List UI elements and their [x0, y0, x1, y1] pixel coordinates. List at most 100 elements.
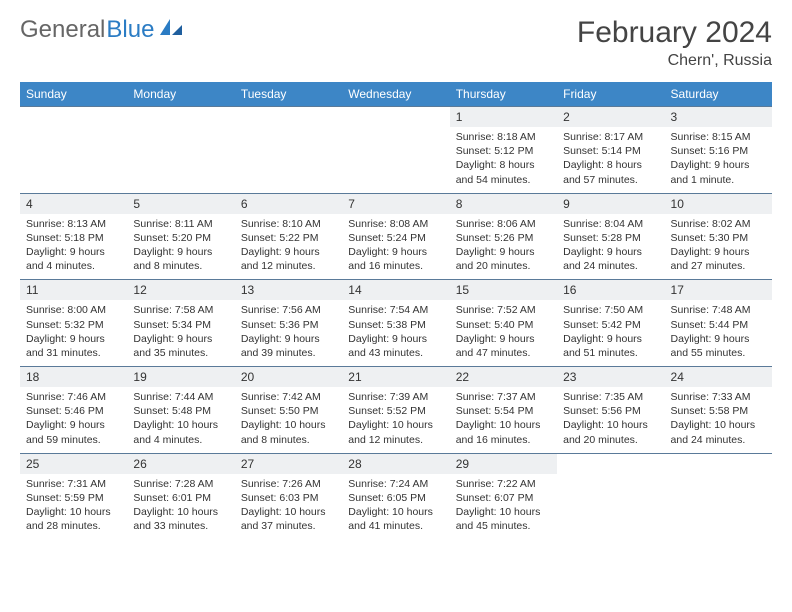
sunrise: Sunrise: 8:00 AM	[26, 303, 121, 317]
day-content: Sunrise: 7:24 AMSunset: 6:05 PMDaylight:…	[342, 474, 449, 540]
day-content: Sunrise: 7:56 AMSunset: 5:36 PMDaylight:…	[235, 300, 342, 366]
calendar-page: GeneralBlue February 2024 Chern', Russia…	[0, 0, 792, 555]
day-content: Sunrise: 7:50 AMSunset: 5:42 PMDaylight:…	[557, 300, 664, 366]
calendar-day: 12Sunrise: 7:58 AMSunset: 5:34 PMDayligh…	[127, 280, 234, 367]
calendar-day: 15Sunrise: 7:52 AMSunset: 5:40 PMDayligh…	[450, 280, 557, 367]
day-number: 20	[235, 367, 342, 387]
calendar-day-empty	[342, 107, 449, 194]
day-content: Sunrise: 8:11 AMSunset: 5:20 PMDaylight:…	[127, 214, 234, 280]
weekday-header: Sunday	[20, 82, 127, 107]
calendar-day-empty	[127, 107, 234, 194]
daylight: Daylight: 10 hours and 33 minutes.	[133, 505, 228, 533]
weekday-header: Tuesday	[235, 82, 342, 107]
sunset: Sunset: 5:34 PM	[133, 318, 228, 332]
weekday-header: Monday	[127, 82, 234, 107]
sunset: Sunset: 5:24 PM	[348, 231, 443, 245]
sunrise: Sunrise: 8:18 AM	[456, 130, 551, 144]
logo: GeneralBlue	[20, 16, 184, 44]
sunset: Sunset: 6:03 PM	[241, 491, 336, 505]
daylight: Daylight: 10 hours and 45 minutes.	[456, 505, 551, 533]
calendar-day: 20Sunrise: 7:42 AMSunset: 5:50 PMDayligh…	[235, 367, 342, 454]
calendar-table: SundayMondayTuesdayWednesdayThursdayFrid…	[20, 82, 772, 539]
sunset: Sunset: 5:46 PM	[26, 404, 121, 418]
sunrise: Sunrise: 7:35 AM	[563, 390, 658, 404]
day-number: 11	[20, 280, 127, 300]
day-number: 28	[342, 454, 449, 474]
day-number: 25	[20, 454, 127, 474]
day-content: Sunrise: 8:10 AMSunset: 5:22 PMDaylight:…	[235, 214, 342, 280]
sunrise: Sunrise: 7:42 AM	[241, 390, 336, 404]
sunset: Sunset: 5:32 PM	[26, 318, 121, 332]
calendar-body: 1 Sunrise: 8:18 AMSunset: 5:12 PM Daylight…	[20, 107, 772, 540]
day-number: 6	[235, 194, 342, 214]
sunset: Sunset: 6:01 PM	[133, 491, 228, 505]
day-number: 21	[342, 367, 449, 387]
calendar-day: 23Sunrise: 7:35 AMSunset: 5:56 PMDayligh…	[557, 367, 664, 454]
day-content: Sunrise: 7:48 AMSunset: 5:44 PMDaylight:…	[665, 300, 772, 366]
logo-text-blue: Blue	[106, 16, 154, 44]
sunrise: Sunrise: 8:02 AM	[671, 217, 766, 231]
day-number: 7	[342, 194, 449, 214]
day-number: 10	[665, 194, 772, 214]
day-content: Sunrise: 7:26 AMSunset: 6:03 PMDaylight:…	[235, 474, 342, 540]
day-content: Sunrise: 7:42 AMSunset: 5:50 PMDaylight:…	[235, 387, 342, 453]
sunrise: Sunrise: 7:58 AM	[133, 303, 228, 317]
calendar-day: 28Sunrise: 7:24 AMSunset: 6:05 PMDayligh…	[342, 453, 449, 539]
day-number: 14	[342, 280, 449, 300]
day-content: Sunrise: 7:31 AMSunset: 5:59 PMDaylight:…	[20, 474, 127, 540]
day-number: 27	[235, 454, 342, 474]
calendar-day: 19Sunrise: 7:44 AMSunset: 5:48 PMDayligh…	[127, 367, 234, 454]
day-number: 1	[450, 107, 557, 127]
calendar-day: 25Sunrise: 7:31 AMSunset: 5:59 PMDayligh…	[20, 453, 127, 539]
calendar-day: 2Sunrise: 8:17 AMSunset: 5:14 PMDaylight…	[557, 107, 664, 194]
sunrise: Sunrise: 7:44 AM	[133, 390, 228, 404]
sunset: Sunset: 5:38 PM	[348, 318, 443, 332]
day-number: 8	[450, 194, 557, 214]
day-number: 4	[20, 194, 127, 214]
daylight: Daylight: 9 hours and 43 minutes.	[348, 332, 443, 360]
weekday-header: Thursday	[450, 82, 557, 107]
sunset: Sunset: 5:12 PM	[456, 144, 551, 158]
day-number: 12	[127, 280, 234, 300]
sunset: Sunset: 5:16 PM	[671, 144, 766, 158]
calendar-day: 21Sunrise: 7:39 AMSunset: 5:52 PMDayligh…	[342, 367, 449, 454]
calendar-day-empty	[235, 107, 342, 194]
sunrise: Sunrise: 8:06 AM	[456, 217, 551, 231]
daylight: Daylight: 10 hours and 16 minutes.	[456, 418, 551, 446]
sunset: Sunset: 5:52 PM	[348, 404, 443, 418]
calendar-day: 29Sunrise: 7:22 AMSunset: 6:07 PMDayligh…	[450, 453, 557, 539]
sunset: Sunset: 5:56 PM	[563, 404, 658, 418]
sunset: Sunset: 5:58 PM	[671, 404, 766, 418]
sunrise: Sunrise: 8:04 AM	[563, 217, 658, 231]
calendar-row: 25Sunrise: 7:31 AMSunset: 5:59 PMDayligh…	[20, 453, 772, 539]
sunrise: Sunrise: 7:28 AM	[133, 477, 228, 491]
logo-sail-icon	[158, 16, 184, 44]
calendar-day-empty	[665, 453, 772, 539]
day-content: Sunrise: 7:33 AMSunset: 5:58 PMDaylight:…	[665, 387, 772, 453]
weekday-header: Saturday	[665, 82, 772, 107]
sunrise: Sunrise: 7:56 AM	[241, 303, 336, 317]
weekday-header: Friday	[557, 82, 664, 107]
calendar-row: 4Sunrise: 8:13 AMSunset: 5:18 PMDaylight…	[20, 193, 772, 280]
calendar-day: 18Sunrise: 7:46 AMSunset: 5:46 PMDayligh…	[20, 367, 127, 454]
day-content: Sunrise: 8:02 AMSunset: 5:30 PMDaylight:…	[665, 214, 772, 280]
daylight: Daylight: 9 hours and 16 minutes.	[348, 245, 443, 273]
calendar-day: 24Sunrise: 7:33 AMSunset: 5:58 PMDayligh…	[665, 367, 772, 454]
calendar-day: 3Sunrise: 8:15 AMSunset: 5:16 PMDaylight…	[665, 107, 772, 194]
calendar-row: 1Sunrise: 8:18 AMSunset: 5:12 PMDaylight…	[20, 107, 772, 194]
calendar-day: 27Sunrise: 7:26 AMSunset: 6:03 PMDayligh…	[235, 453, 342, 539]
sunset: Sunset: 5:54 PM	[456, 404, 551, 418]
calendar-day: 1Sunrise: 8:18 AMSunset: 5:12 PMDaylight…	[450, 107, 557, 194]
calendar-day: 22Sunrise: 7:37 AMSunset: 5:54 PMDayligh…	[450, 367, 557, 454]
calendar-day-empty	[20, 107, 127, 194]
weekday-header-row: SundayMondayTuesdayWednesdayThursdayFrid…	[20, 82, 772, 107]
daylight: Daylight: 9 hours and 4 minutes.	[26, 245, 121, 273]
daylight: Daylight: 9 hours and 20 minutes.	[456, 245, 551, 273]
daylight: Daylight: 10 hours and 20 minutes.	[563, 418, 658, 446]
calendar-day: 26Sunrise: 7:28 AMSunset: 6:01 PMDayligh…	[127, 453, 234, 539]
sunset: Sunset: 5:20 PM	[133, 231, 228, 245]
day-number: 2	[557, 107, 664, 127]
sunrise: Sunrise: 7:22 AM	[456, 477, 551, 491]
daylight: Daylight: 9 hours and 55 minutes.	[671, 332, 766, 360]
day-content: Sunrise: 7:54 AMSunset: 5:38 PMDaylight:…	[342, 300, 449, 366]
